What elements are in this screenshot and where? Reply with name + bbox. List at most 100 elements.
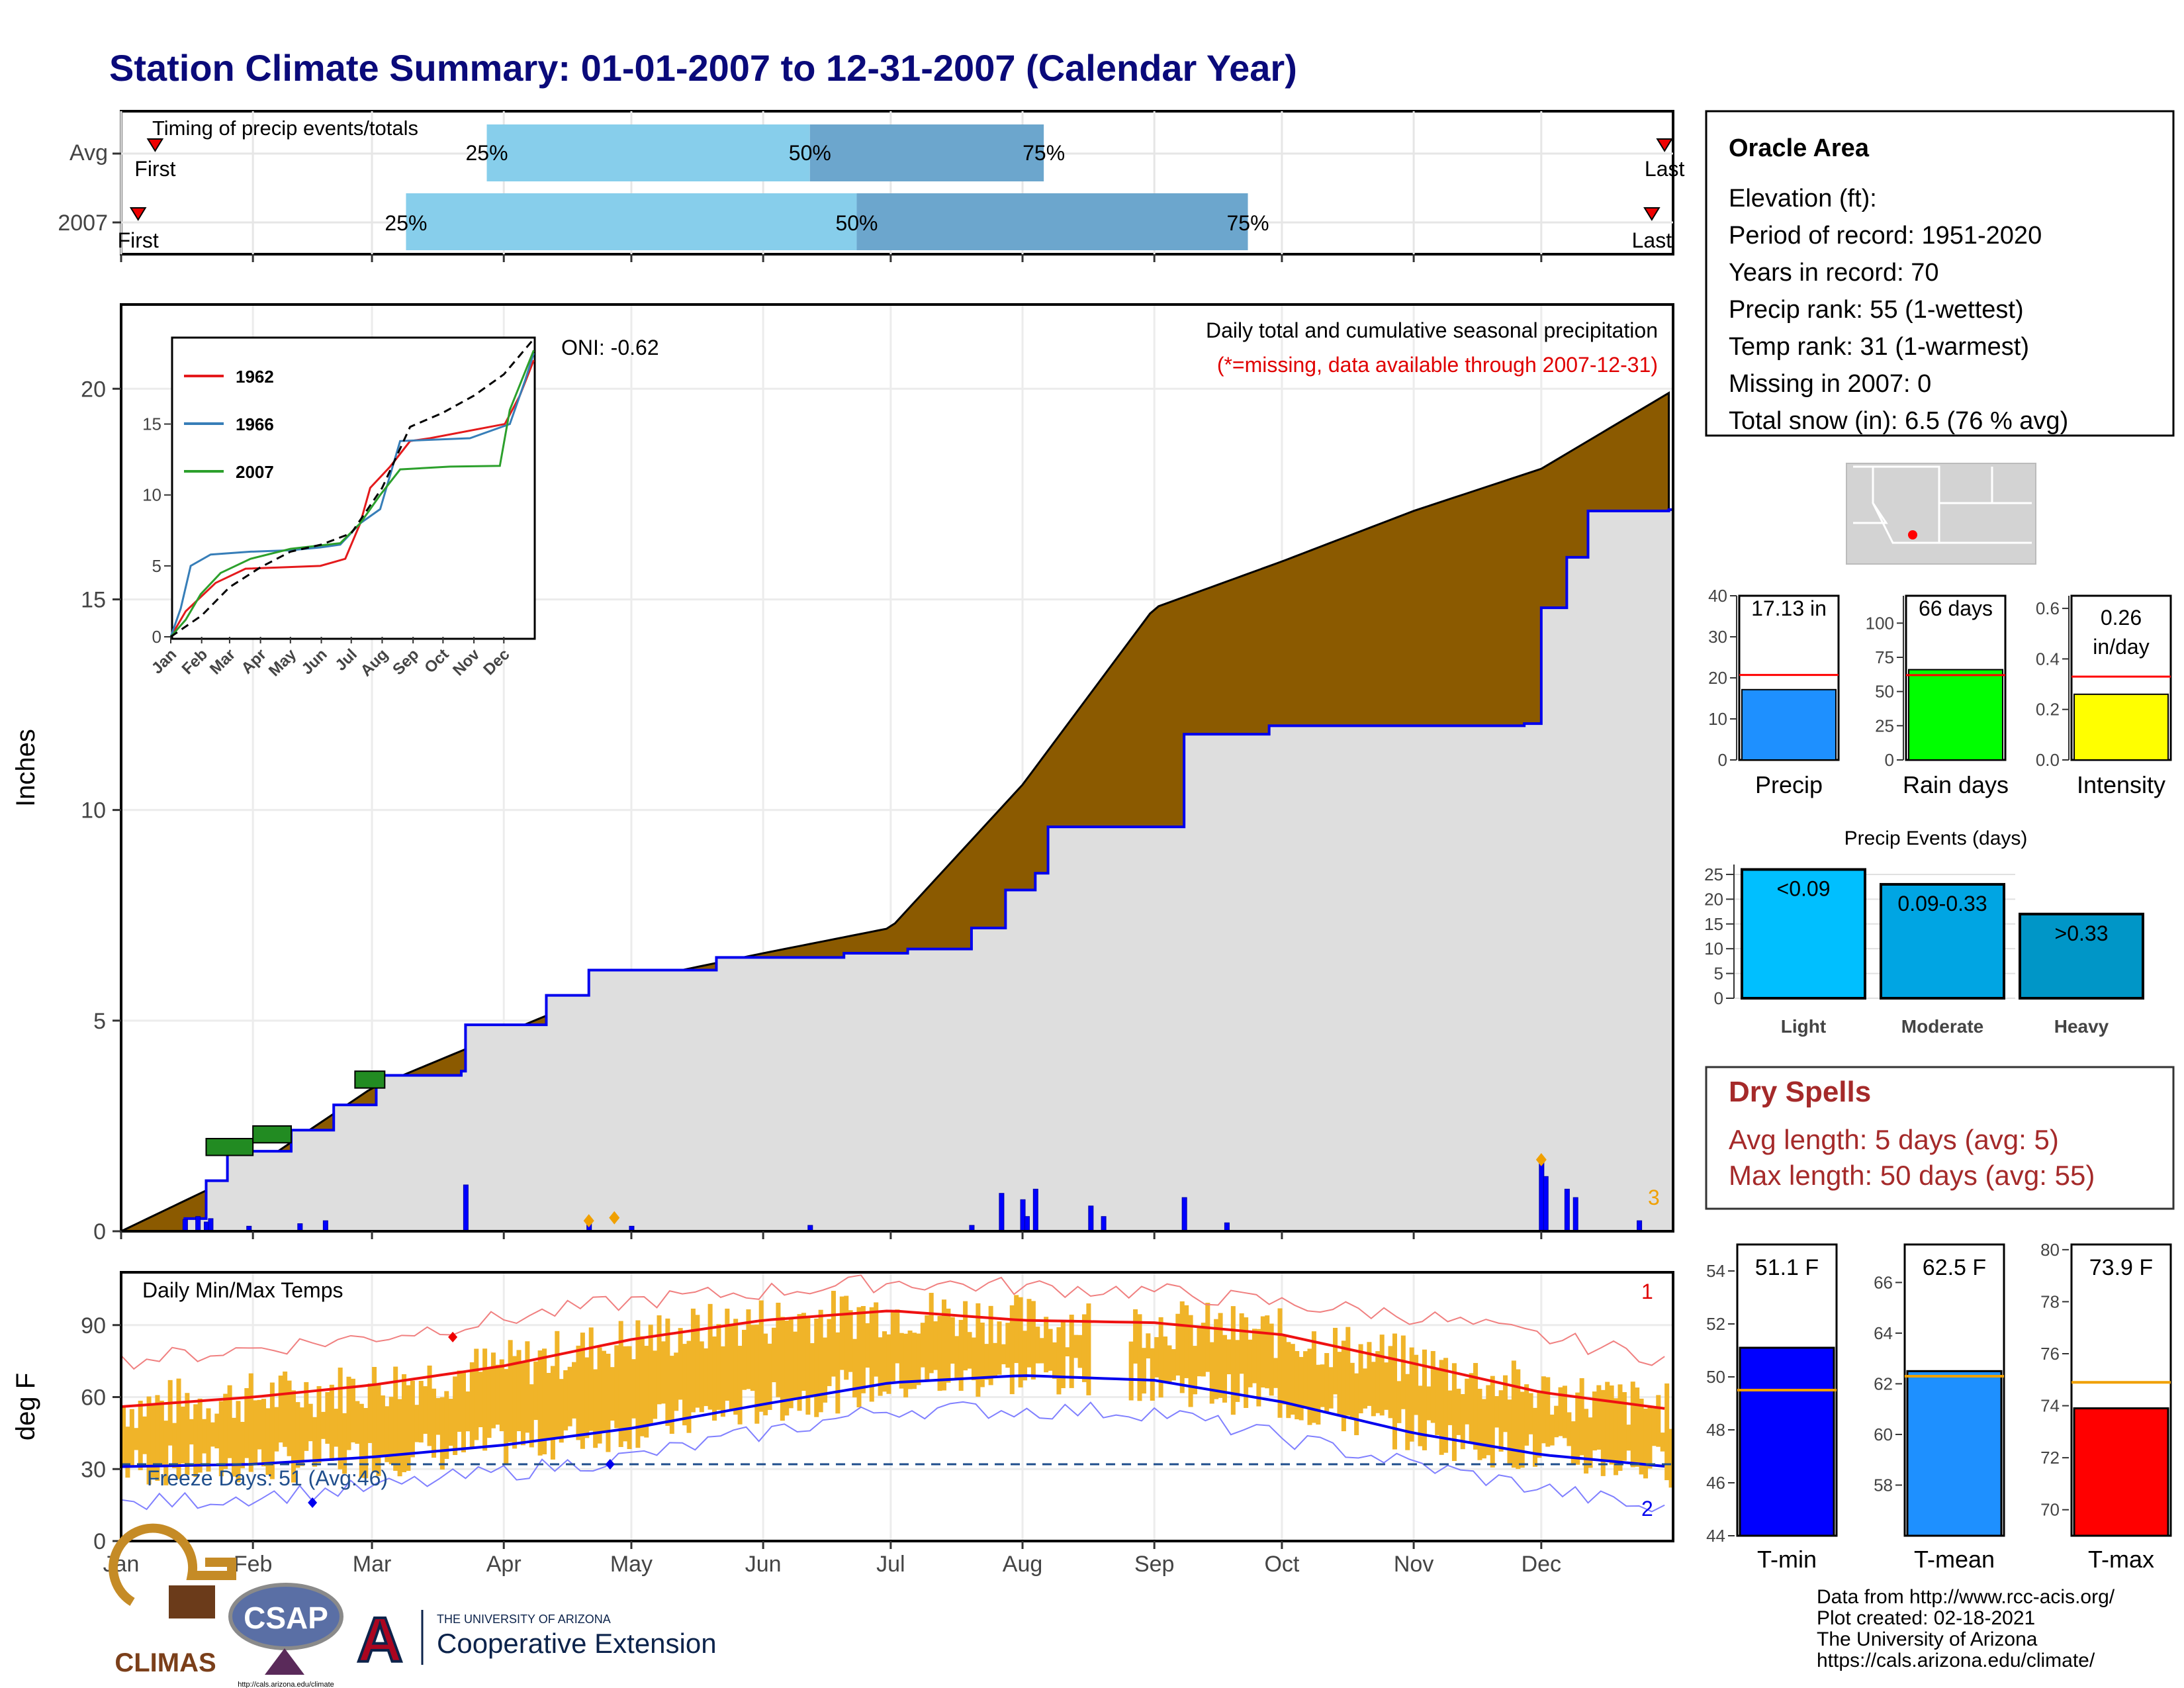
daily-temp-bar — [1167, 1345, 1172, 1383]
daily-temp-bar — [469, 1362, 475, 1448]
climas-emblem — [109, 1523, 236, 1606]
daily-temp-bar — [1039, 1338, 1044, 1364]
daily-temp-bar — [448, 1399, 453, 1446]
daily-temp-bar — [767, 1343, 772, 1410]
daily-temp-bar — [453, 1376, 458, 1456]
above-average-patch — [252, 1125, 292, 1144]
timing-row-label-2007: 2007 — [58, 211, 108, 236]
daily-temp-bar — [525, 1341, 530, 1433]
daily-temp-bar — [435, 1398, 441, 1435]
daily-temp-bar — [1201, 1323, 1206, 1377]
daily-temp-bar — [1549, 1415, 1555, 1446]
daily-temp-bar — [367, 1383, 373, 1443]
daily-temp-bar — [1269, 1323, 1274, 1396]
mini-bar-tick-label: 0.0 — [2036, 750, 2060, 770]
daily-temp-bar — [1375, 1351, 1381, 1413]
info-line: Temp rank: 31 (1-warmest) — [1729, 333, 2029, 361]
daily-temp-bar — [920, 1323, 925, 1368]
info-line: Precip rank: 55 (1-wettest) — [1729, 296, 2024, 324]
state-borders — [1853, 465, 2032, 544]
daily-temp-bar — [746, 1309, 751, 1389]
temp-bar-tick-label: 58 — [1874, 1475, 1893, 1495]
daily-temp-bar — [660, 1341, 666, 1404]
mini-bar-value-label: 66 days — [1919, 596, 1993, 620]
events-tick-label: 0 — [1714, 988, 1723, 1008]
daily-temp-bar — [763, 1333, 768, 1416]
daily-temp-bar — [334, 1409, 339, 1447]
daily-precip-bar — [1572, 1197, 1578, 1232]
ua-small-text: THE UNIVERSITY OF ARIZONA — [437, 1613, 611, 1626]
temp-bar-value — [1739, 1346, 1835, 1537]
daily-temp-bar — [1018, 1297, 1023, 1387]
daily-temp-bar — [1260, 1316, 1265, 1387]
daily-temp-bar — [1073, 1335, 1079, 1358]
station-info-frame — [1705, 110, 2175, 437]
daily-temp-bar — [1596, 1385, 1602, 1450]
temp-bar-tick-label: 74 — [2040, 1396, 2060, 1416]
daily-temp-bar — [771, 1327, 776, 1383]
temp-panel: Daily Min/Max Temps Freeze Days: 51 (Avg… — [11, 1271, 1674, 1577]
daily-temp-bar — [941, 1299, 946, 1391]
temp-bar-value — [1906, 1370, 2003, 1537]
daily-temp-bar — [197, 1398, 203, 1473]
info-line: Years in record: 70 — [1729, 259, 1939, 287]
daily-temp-bar — [860, 1305, 866, 1393]
daily-temp-bar — [1426, 1386, 1432, 1421]
daily-temp-bar — [1524, 1384, 1529, 1446]
month-axis: Jan Feb Mar Apr May Jun Jul Aug Sep Oct Nov Dec — [103, 1541, 1561, 1577]
daily-temp-bar — [793, 1331, 798, 1399]
daily-temp-bar — [831, 1291, 836, 1377]
daily-temp-bar — [376, 1384, 381, 1476]
daily-temp-bar — [329, 1384, 334, 1462]
daily-temp-bar — [414, 1405, 420, 1442]
daily-temp-bar — [1477, 1389, 1482, 1460]
daily-temp-bar — [1469, 1373, 1474, 1442]
daily-temp-bar — [690, 1308, 696, 1413]
daily-temp-bar — [848, 1310, 853, 1372]
temp-y-tick-label: 30 — [81, 1457, 106, 1482]
events-tick-label: 25 — [1704, 865, 1723, 884]
daily-temp-bar — [911, 1333, 917, 1389]
daily-temp-bar — [320, 1411, 326, 1439]
daily-temp-bar — [580, 1333, 585, 1449]
daily-temp-bar — [827, 1319, 832, 1386]
daily-temp-bar — [1281, 1336, 1287, 1405]
daily-temp-bar — [869, 1307, 874, 1402]
daily-temp-bar — [1498, 1390, 1504, 1452]
inset-y-tick-label: 10 — [142, 485, 161, 505]
daily-temp-bar — [393, 1366, 398, 1471]
daily-temp-bar — [1490, 1376, 1495, 1468]
annual-temp-bars: 44 46 48 50 52 54 51.1 F T-min 58 60 62 64 66 62.5 F T… — [1706, 1240, 2172, 1573]
temp-bar-tick-label: 52 — [1706, 1314, 1725, 1334]
map-frame — [1846, 463, 2036, 565]
temp-plot — [120, 1274, 1674, 1513]
daily-temp-bar — [1048, 1329, 1053, 1371]
record-high-line — [120, 1274, 1665, 1370]
daily-temp-bar — [997, 1321, 1002, 1375]
temp-bar-tick-label: 50 — [1706, 1367, 1725, 1387]
temp-bar-tick-label: 48 — [1706, 1420, 1725, 1440]
inset-frame — [171, 336, 536, 640]
daily-temp-bar — [1537, 1391, 1542, 1458]
inset-legend-1962: 1962 — [236, 367, 274, 387]
daily-temp-bar — [937, 1315, 942, 1391]
daily-temp-bar — [801, 1313, 806, 1391]
daily-temp-bar — [929, 1293, 934, 1374]
daily-temp-bar — [1473, 1363, 1479, 1450]
mini-bar-value — [1908, 669, 2003, 761]
y2007-last-label: Last — [1632, 228, 1672, 252]
mini-bar-value-label: 0.26 — [2101, 606, 2142, 630]
daily-temp-bar — [686, 1340, 692, 1433]
daily-temp-bar — [1621, 1392, 1627, 1461]
daily-temp-bar — [457, 1370, 462, 1432]
daily-temp-bar — [882, 1331, 887, 1392]
ua-big-text: Cooperative Extension — [437, 1628, 717, 1659]
daily-temp-bar — [1222, 1335, 1228, 1403]
daily-temp-bar — [614, 1345, 619, 1429]
observed-cumulative-line — [121, 508, 1673, 1233]
mini-bar-tick-label: 10 — [1708, 709, 1727, 729]
daily-temp-bar — [1447, 1390, 1453, 1425]
daily-temp-bar — [432, 1388, 437, 1458]
daily-temp-bar — [707, 1303, 713, 1410]
daily-temp-bar — [236, 1401, 241, 1483]
